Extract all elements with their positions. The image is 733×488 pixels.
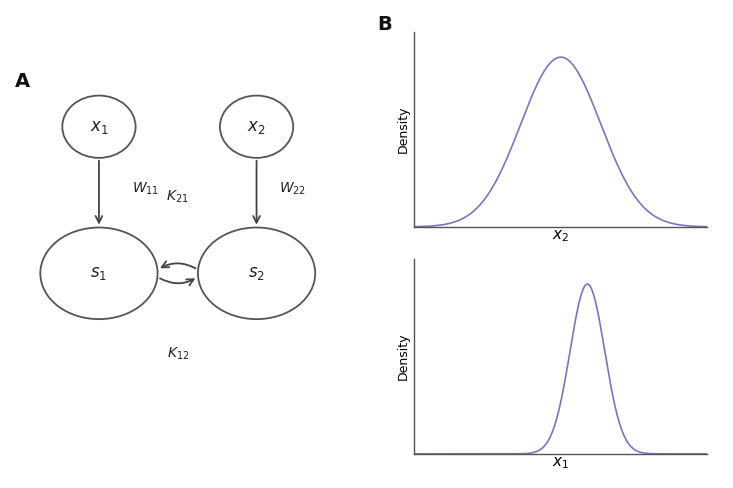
Ellipse shape <box>220 96 293 158</box>
Text: $W_{11}$: $W_{11}$ <box>132 181 159 197</box>
Text: $K_{12}$: $K_{12}$ <box>166 346 189 362</box>
Text: $K_{21}$: $K_{21}$ <box>166 188 189 204</box>
Text: $s_1$: $s_1$ <box>90 264 108 283</box>
Ellipse shape <box>198 227 315 319</box>
Text: $x_1$: $x_1$ <box>89 118 108 136</box>
X-axis label: $x_2$: $x_2$ <box>552 228 570 244</box>
Text: $s_2$: $s_2$ <box>248 264 265 283</box>
Text: A: A <box>15 72 30 91</box>
Text: $x_2$: $x_2$ <box>247 118 266 136</box>
Text: $W_{22}$: $W_{22}$ <box>279 181 306 197</box>
Y-axis label: Density: Density <box>397 105 410 153</box>
Y-axis label: Density: Density <box>397 332 410 380</box>
X-axis label: $x_1$: $x_1$ <box>552 455 570 471</box>
Ellipse shape <box>40 227 158 319</box>
Text: B: B <box>377 15 392 34</box>
Ellipse shape <box>62 96 136 158</box>
